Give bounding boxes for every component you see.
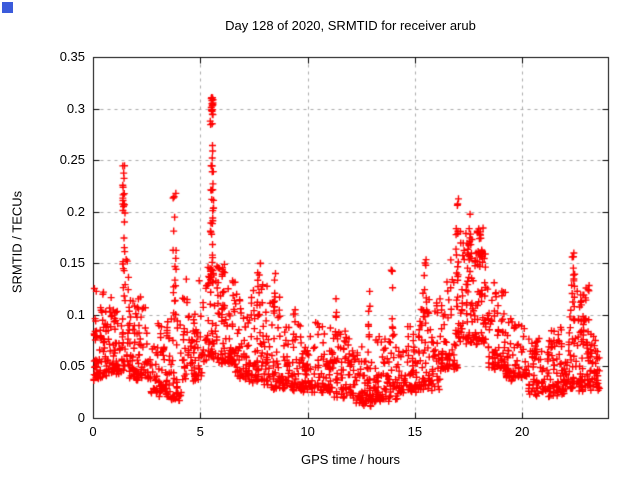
y-tick-label: 0.1 xyxy=(66,306,85,322)
x-tick-label: 10 xyxy=(300,424,315,439)
y-tick-label: 0.15 xyxy=(59,255,85,271)
x-tick-label: 0 xyxy=(89,424,97,439)
y-tick-label: 0.05 xyxy=(59,358,85,374)
y-axis-label: SRMTID / TECUs xyxy=(9,190,25,294)
y-tick-label: 0.25 xyxy=(59,152,85,168)
chart-title: Day 128 of 2020, SRMTID for receiver aru… xyxy=(225,18,476,33)
y-tick-label: 0.2 xyxy=(66,203,85,219)
y-tick-label: 0 xyxy=(77,410,85,425)
x-tick-label: 5 xyxy=(196,424,204,439)
x-axis-label: GPS time / hours xyxy=(301,452,400,467)
x-tick-label: 20 xyxy=(514,424,530,439)
x-tick-label: 15 xyxy=(407,424,423,439)
y-tick-label: 0.3 xyxy=(66,100,85,116)
y-tick-label: 0.35 xyxy=(59,49,85,64)
